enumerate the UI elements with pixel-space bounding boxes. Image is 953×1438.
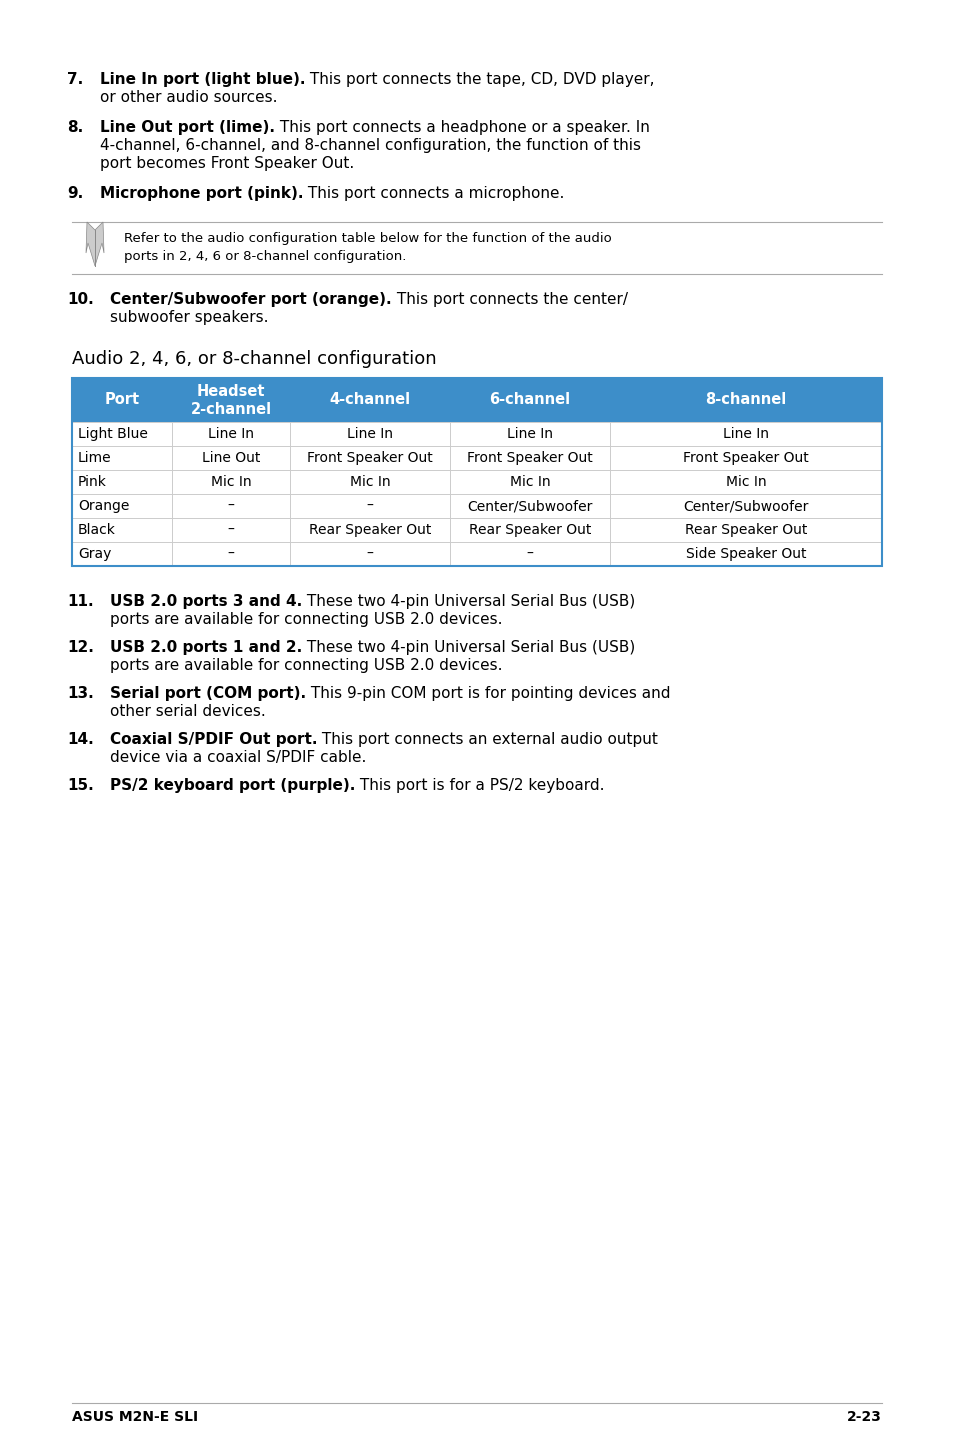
Text: Lime: Lime [78, 452, 112, 464]
Text: other serial devices.: other serial devices. [110, 705, 266, 719]
Text: –: – [366, 499, 373, 513]
Text: These two 4-pin Universal Serial Bus (USB): These two 4-pin Universal Serial Bus (US… [302, 640, 635, 654]
Text: Line Out: Line Out [202, 452, 260, 464]
Text: 11.: 11. [67, 594, 93, 610]
Text: USB 2.0 ports 1 and 2.: USB 2.0 ports 1 and 2. [110, 640, 302, 654]
Text: 9.: 9. [67, 186, 83, 201]
Text: Pink: Pink [78, 475, 107, 489]
Text: –: – [228, 499, 234, 513]
Text: ports are available for connecting USB 2.0 devices.: ports are available for connecting USB 2… [110, 659, 502, 673]
Text: 8.: 8. [67, 119, 83, 135]
Text: ports are available for connecting USB 2.0 devices.: ports are available for connecting USB 2… [110, 613, 502, 627]
Text: Line In: Line In [347, 427, 393, 441]
Text: Refer to the audio configuration table below for the function of the audio: Refer to the audio configuration table b… [124, 232, 611, 244]
Text: Mic In: Mic In [350, 475, 390, 489]
Text: These two 4-pin Universal Serial Bus (USB): These two 4-pin Universal Serial Bus (US… [302, 594, 635, 610]
Text: 4-channel: 4-channel [329, 393, 410, 407]
Text: Center/Subwoofer port (orange).: Center/Subwoofer port (orange). [110, 292, 392, 306]
Text: 13.: 13. [67, 686, 93, 700]
Text: Line In port (light blue).: Line In port (light blue). [100, 72, 305, 88]
Text: Line Out port (lime).: Line Out port (lime). [100, 119, 274, 135]
Text: Gray: Gray [78, 546, 112, 561]
Text: Audio 2, 4, 6, or 8-channel configuration: Audio 2, 4, 6, or 8-channel configuratio… [71, 349, 436, 368]
Text: port becomes Front Speaker Out.: port becomes Front Speaker Out. [100, 155, 354, 171]
Text: 6-channel: 6-channel [489, 393, 570, 407]
Text: 15.: 15. [67, 778, 93, 792]
Text: or other audio sources.: or other audio sources. [100, 91, 277, 105]
Text: Port: Port [104, 393, 139, 407]
Text: Serial port (COM port).: Serial port (COM port). [110, 686, 306, 700]
Text: 14.: 14. [67, 732, 93, 746]
Text: Light Blue: Light Blue [78, 427, 148, 441]
Bar [71, 421, 882, 567]
Text: Mic In: Mic In [509, 475, 550, 489]
Text: Microphone port (pink).: Microphone port (pink). [100, 186, 303, 201]
Text: 4-channel, 6-channel, and 8-channel configuration, the function of this: 4-channel, 6-channel, and 8-channel conf… [100, 138, 640, 152]
Text: Rear Speaker Out: Rear Speaker Out [309, 523, 431, 536]
Text: This port connects an external audio output: This port connects an external audio out… [317, 732, 658, 746]
Text: Mic In: Mic In [211, 475, 251, 489]
Text: Line In: Line In [722, 427, 768, 441]
Text: 2-23: 2-23 [846, 1411, 882, 1424]
Text: ports in 2, 4, 6 or 8-channel configuration.: ports in 2, 4, 6 or 8-channel configurat… [124, 250, 406, 263]
Polygon shape [86, 221, 104, 266]
Text: –: – [366, 546, 373, 561]
Text: Center/Subwoofer: Center/Subwoofer [682, 499, 808, 513]
Text: –: – [526, 546, 533, 561]
Text: Front Speaker Out: Front Speaker Out [682, 452, 808, 464]
Text: device via a coaxial S/PDIF cable.: device via a coaxial S/PDIF cable. [110, 751, 366, 765]
Text: This port is for a PS/2 keyboard.: This port is for a PS/2 keyboard. [355, 778, 604, 792]
Text: Front Speaker Out: Front Speaker Out [467, 452, 592, 464]
Text: Orange: Orange [78, 499, 130, 513]
Text: Mic In: Mic In [725, 475, 765, 489]
Text: This 9-pin COM port is for pointing devices and: This 9-pin COM port is for pointing devi… [306, 686, 670, 700]
Text: Headset: Headset [196, 384, 265, 398]
Text: 8-channel: 8-channel [704, 393, 786, 407]
Text: Center/Subwoofer: Center/Subwoofer [467, 499, 592, 513]
Text: –: – [228, 546, 234, 561]
Text: PS/2 keyboard port (purple).: PS/2 keyboard port (purple). [110, 778, 355, 792]
Text: subwoofer speakers.: subwoofer speakers. [110, 311, 268, 325]
Text: 7.: 7. [67, 72, 83, 88]
Text: Coaxial S/PDIF Out port.: Coaxial S/PDIF Out port. [110, 732, 317, 746]
Bar [71, 378, 882, 567]
Text: This port connects a headphone or a speaker. In: This port connects a headphone or a spea… [274, 119, 649, 135]
Text: Line In: Line In [208, 427, 253, 441]
Text: Side Speaker Out: Side Speaker Out [685, 546, 805, 561]
Text: This port connects a microphone.: This port connects a microphone. [303, 186, 564, 201]
Text: 12.: 12. [67, 640, 93, 654]
Text: –: – [228, 523, 234, 536]
Text: USB 2.0 ports 3 and 4.: USB 2.0 ports 3 and 4. [110, 594, 302, 610]
Text: Rear Speaker Out: Rear Speaker Out [468, 523, 591, 536]
Text: Line In: Line In [506, 427, 553, 441]
Text: ASUS M2N-E SLI: ASUS M2N-E SLI [71, 1411, 198, 1424]
Text: 10.: 10. [67, 292, 93, 306]
Text: This port connects the tape, CD, DVD player,: This port connects the tape, CD, DVD pla… [305, 72, 655, 88]
Text: Front Speaker Out: Front Speaker Out [307, 452, 433, 464]
Text: 2-channel: 2-channel [191, 403, 272, 417]
Text: Rear Speaker Out: Rear Speaker Out [684, 523, 806, 536]
Text: This port connects the center/: This port connects the center/ [392, 292, 627, 306]
Text: Black: Black [78, 523, 115, 536]
Bar [71, 378, 882, 421]
